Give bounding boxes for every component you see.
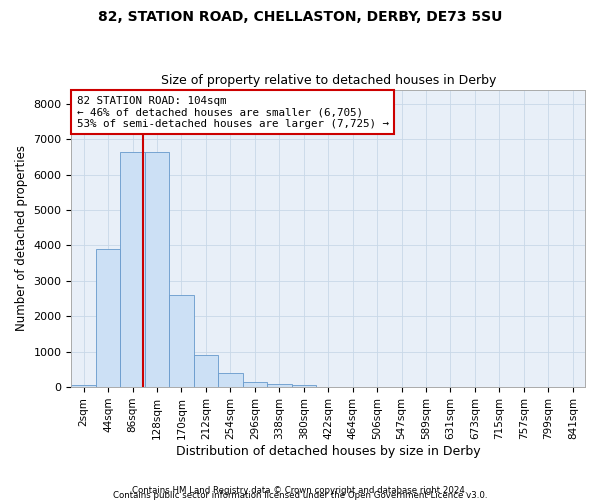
Text: 82 STATION ROAD: 104sqm
← 46% of detached houses are smaller (6,705)
53% of semi: 82 STATION ROAD: 104sqm ← 46% of detache… — [77, 96, 389, 128]
Y-axis label: Number of detached properties: Number of detached properties — [15, 146, 28, 332]
Text: Contains public sector information licensed under the Open Government Licence v3: Contains public sector information licen… — [113, 491, 487, 500]
Bar — [96, 249, 121, 387]
Bar — [292, 386, 316, 387]
Text: Contains HM Land Registry data © Crown copyright and database right 2024.: Contains HM Land Registry data © Crown c… — [132, 486, 468, 495]
Bar — [267, 384, 292, 387]
Text: 82, STATION ROAD, CHELLASTON, DERBY, DE73 5SU: 82, STATION ROAD, CHELLASTON, DERBY, DE7… — [98, 10, 502, 24]
Title: Size of property relative to detached houses in Derby: Size of property relative to detached ho… — [161, 74, 496, 87]
Bar — [121, 152, 145, 387]
Bar — [71, 386, 96, 387]
X-axis label: Distribution of detached houses by size in Derby: Distribution of detached houses by size … — [176, 444, 481, 458]
Bar — [169, 295, 194, 387]
Bar — [242, 382, 267, 387]
Bar — [218, 373, 242, 387]
Bar — [194, 355, 218, 387]
Bar — [145, 152, 169, 387]
